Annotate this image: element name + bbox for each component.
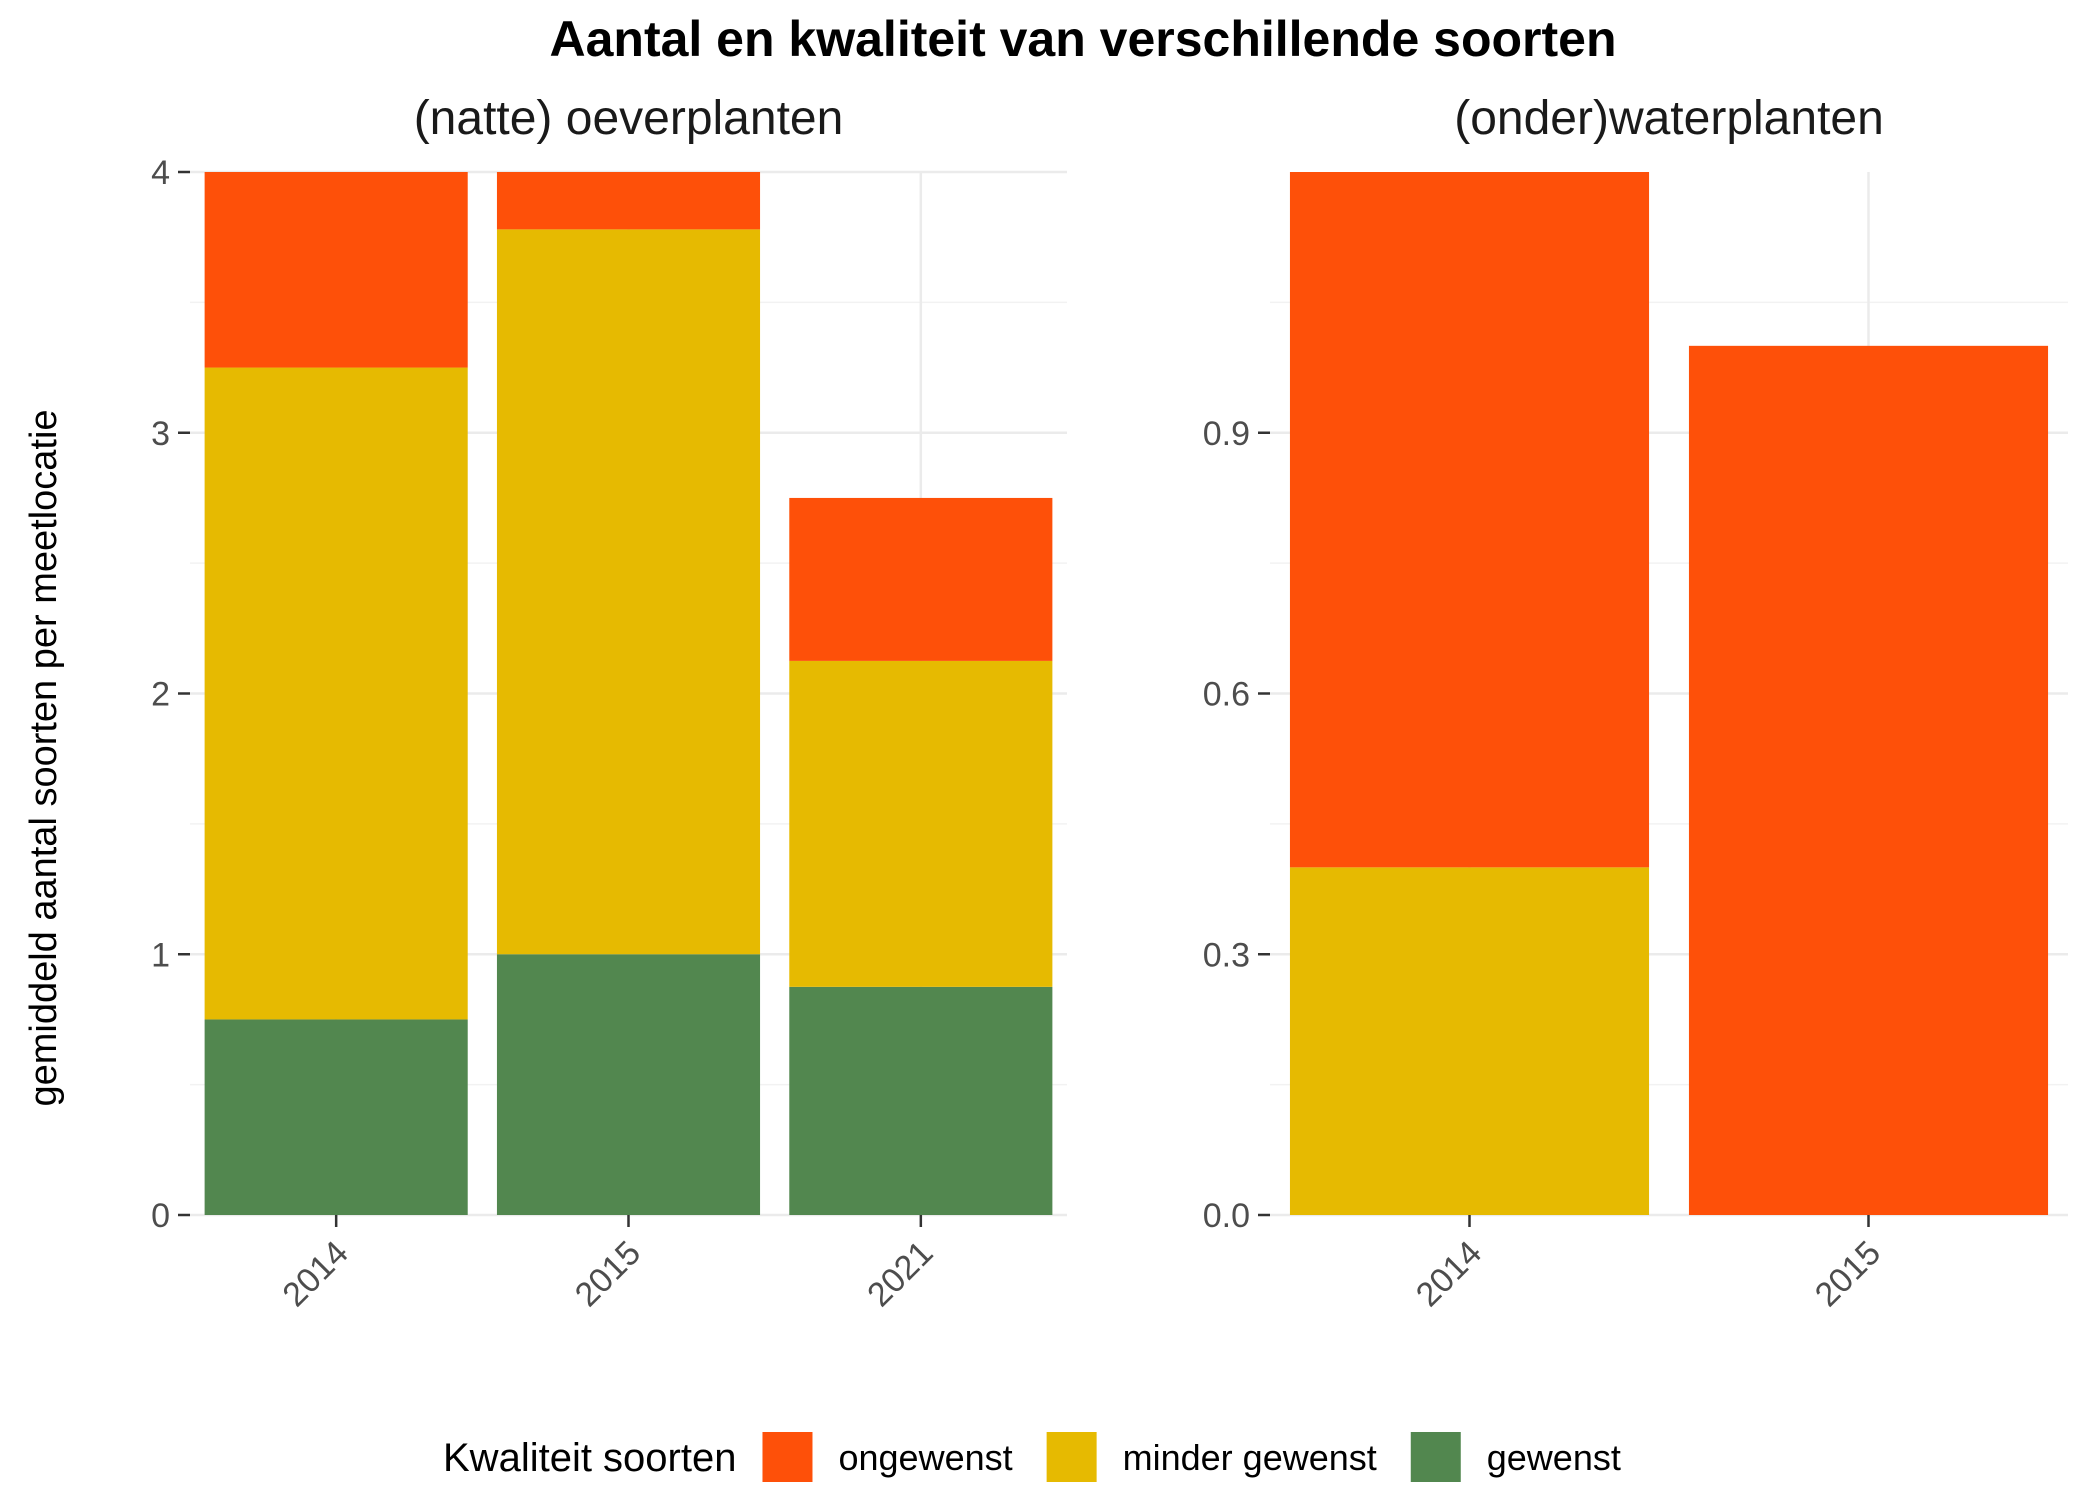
bars bbox=[204, 172, 1053, 1215]
y-tick-label: 2 bbox=[151, 676, 170, 714]
x-axis: 2014 2015 bbox=[1409, 1215, 1888, 1314]
legend-item-gewenst: gewenst bbox=[1410, 1432, 1621, 1482]
y-tick-label: 0.9 bbox=[1203, 415, 1250, 453]
bar-gewenst-2015 bbox=[496, 954, 761, 1215]
facet-panel-2: (onder)waterplanten 0.0 0.3 0.6 0.9 2014 2015 bbox=[1203, 92, 2068, 1314]
legend-item-minder-gewenst: minder gewenst bbox=[1046, 1432, 1377, 1482]
bars bbox=[1289, 172, 2049, 1215]
y-tick-label: 0.0 bbox=[1203, 1197, 1250, 1235]
x-axis: 2014 2015 2021 bbox=[275, 1215, 940, 1314]
facet-title: (onder)waterplanten bbox=[1454, 92, 1884, 145]
y-tick-label: 4 bbox=[151, 154, 170, 192]
facet-panel-1: (natte) oeverplanten 0 1 2 3 4 2014 2015 2021 bbox=[151, 92, 1067, 1314]
bar-gewenst-2014 bbox=[204, 1019, 468, 1215]
bar-ongewenst-2014 bbox=[204, 172, 468, 368]
legend: Kwaliteit soorten ongewenst minder gewens… bbox=[443, 1432, 1621, 1482]
bar-minder-gewenst-2021 bbox=[789, 660, 1053, 987]
legend-key bbox=[1410, 1432, 1461, 1482]
facet-panels: (natte) oeverplanten 0 1 2 3 4 2014 2015 2021 (on… bbox=[151, 92, 2068, 1314]
y-tick-label: 3 bbox=[151, 415, 170, 453]
y-tick-label: 0.6 bbox=[1203, 676, 1250, 714]
bar-minder-gewenst-2014 bbox=[204, 367, 468, 1020]
x-tick-label: 2014 bbox=[275, 1234, 355, 1314]
x-tick-label: 2015 bbox=[568, 1234, 648, 1314]
legend-label: minder gewenst bbox=[1123, 1437, 1377, 1478]
bar-ongewenst-2015 bbox=[1688, 345, 2049, 1215]
y-tick-label: 0.3 bbox=[1203, 936, 1250, 974]
y-axis-title: gemiddeld aantal soorten per meetlocatie bbox=[23, 409, 65, 1106]
x-tick-label: 2015 bbox=[1808, 1234, 1888, 1314]
legend-label: gewenst bbox=[1487, 1437, 1621, 1478]
y-tick-label: 0 bbox=[151, 1197, 170, 1235]
y-axis: 0 1 2 3 4 bbox=[151, 154, 190, 1235]
y-tick-label: 1 bbox=[151, 936, 170, 974]
x-tick-label: 2014 bbox=[1409, 1234, 1489, 1314]
legend-key bbox=[1046, 1432, 1097, 1482]
legend-key bbox=[762, 1432, 813, 1482]
legend-title: Kwaliteit soorten bbox=[443, 1436, 736, 1480]
facet-title: (natte) oeverplanten bbox=[414, 92, 844, 145]
legend-label: ongewenst bbox=[838, 1437, 1012, 1478]
x-tick-label: 2021 bbox=[860, 1234, 940, 1314]
bar-gewenst-2021 bbox=[789, 986, 1053, 1215]
y-axis: 0.0 0.3 0.6 0.9 bbox=[1203, 415, 1270, 1235]
chart-title: Aantal en kwaliteit van verschillende so… bbox=[549, 11, 1616, 67]
bar-ongewenst-2015 bbox=[496, 172, 761, 230]
bar-ongewenst-2021 bbox=[789, 497, 1053, 661]
bar-ongewenst-2014 bbox=[1289, 172, 1650, 868]
bar-minder-gewenst-2015 bbox=[496, 229, 761, 955]
legend-item-ongewenst: ongewenst bbox=[762, 1432, 1013, 1482]
bar-minder-gewenst-2014 bbox=[1289, 867, 1650, 1215]
